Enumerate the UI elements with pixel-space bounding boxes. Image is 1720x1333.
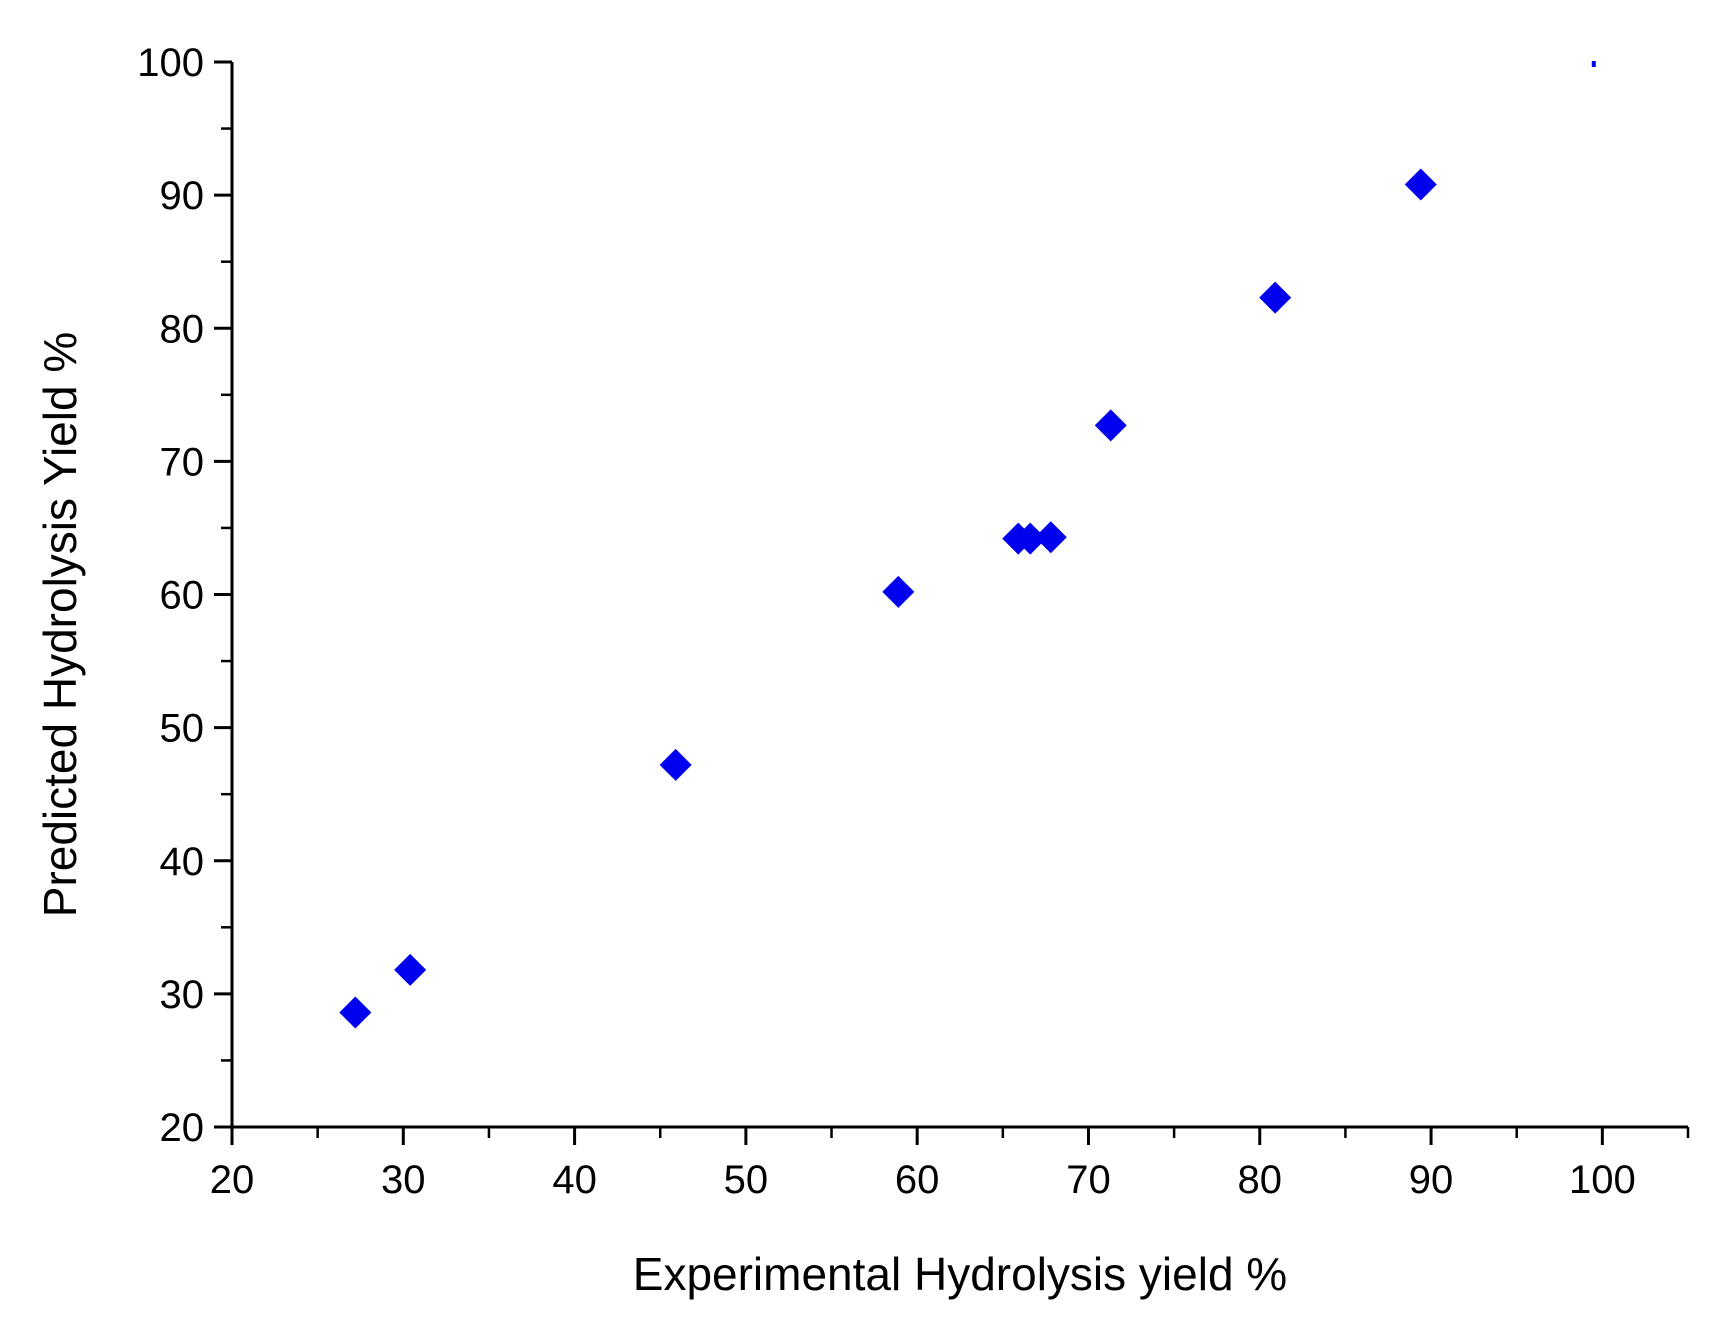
data-point (1094, 409, 1127, 442)
y-tick-label: 50 (160, 707, 205, 751)
data-point (1259, 281, 1292, 314)
data-point (882, 575, 915, 608)
x-tick-label: 70 (1066, 1158, 1111, 1202)
y-tick-label: 90 (160, 174, 205, 218)
x-tick-label: 100 (1569, 1158, 1636, 1202)
x-tick-label: 20 (210, 1158, 255, 1202)
y-tick-label: 70 (160, 440, 205, 484)
x-axis: 20 30 40 50 60 70 80 90 100 (210, 1125, 1690, 1202)
data-point (1591, 61, 1596, 67)
x-tick-label: 30 (381, 1158, 426, 1202)
y-tick-label: 80 (160, 307, 205, 351)
y-axis: 20 30 40 50 60 70 80 90 100 (137, 41, 234, 1150)
data-point (659, 748, 692, 781)
y-tick-label: 30 (160, 973, 205, 1017)
x-tick-label: 40 (552, 1158, 597, 1202)
x-axis-title: Experimental Hydrolysis yield % (633, 1248, 1287, 1300)
y-tick-label: 60 (160, 574, 205, 618)
data-point (339, 996, 372, 1029)
data-point (1014, 522, 1047, 555)
data-point (394, 953, 427, 986)
y-tick-label: 100 (137, 41, 204, 85)
y-tick-label: 40 (160, 840, 205, 884)
x-tick-label: 80 (1238, 1158, 1283, 1202)
data-points (339, 61, 1596, 1029)
x-tick-label: 60 (895, 1158, 940, 1202)
data-point (1034, 521, 1067, 554)
data-point (1404, 168, 1437, 201)
x-tick-label: 50 (724, 1158, 769, 1202)
y-axis-title: Predicted Hydrolysis Yield % (34, 332, 86, 917)
y-tick-label: 20 (160, 1106, 205, 1150)
x-tick-label: 90 (1409, 1158, 1454, 1202)
